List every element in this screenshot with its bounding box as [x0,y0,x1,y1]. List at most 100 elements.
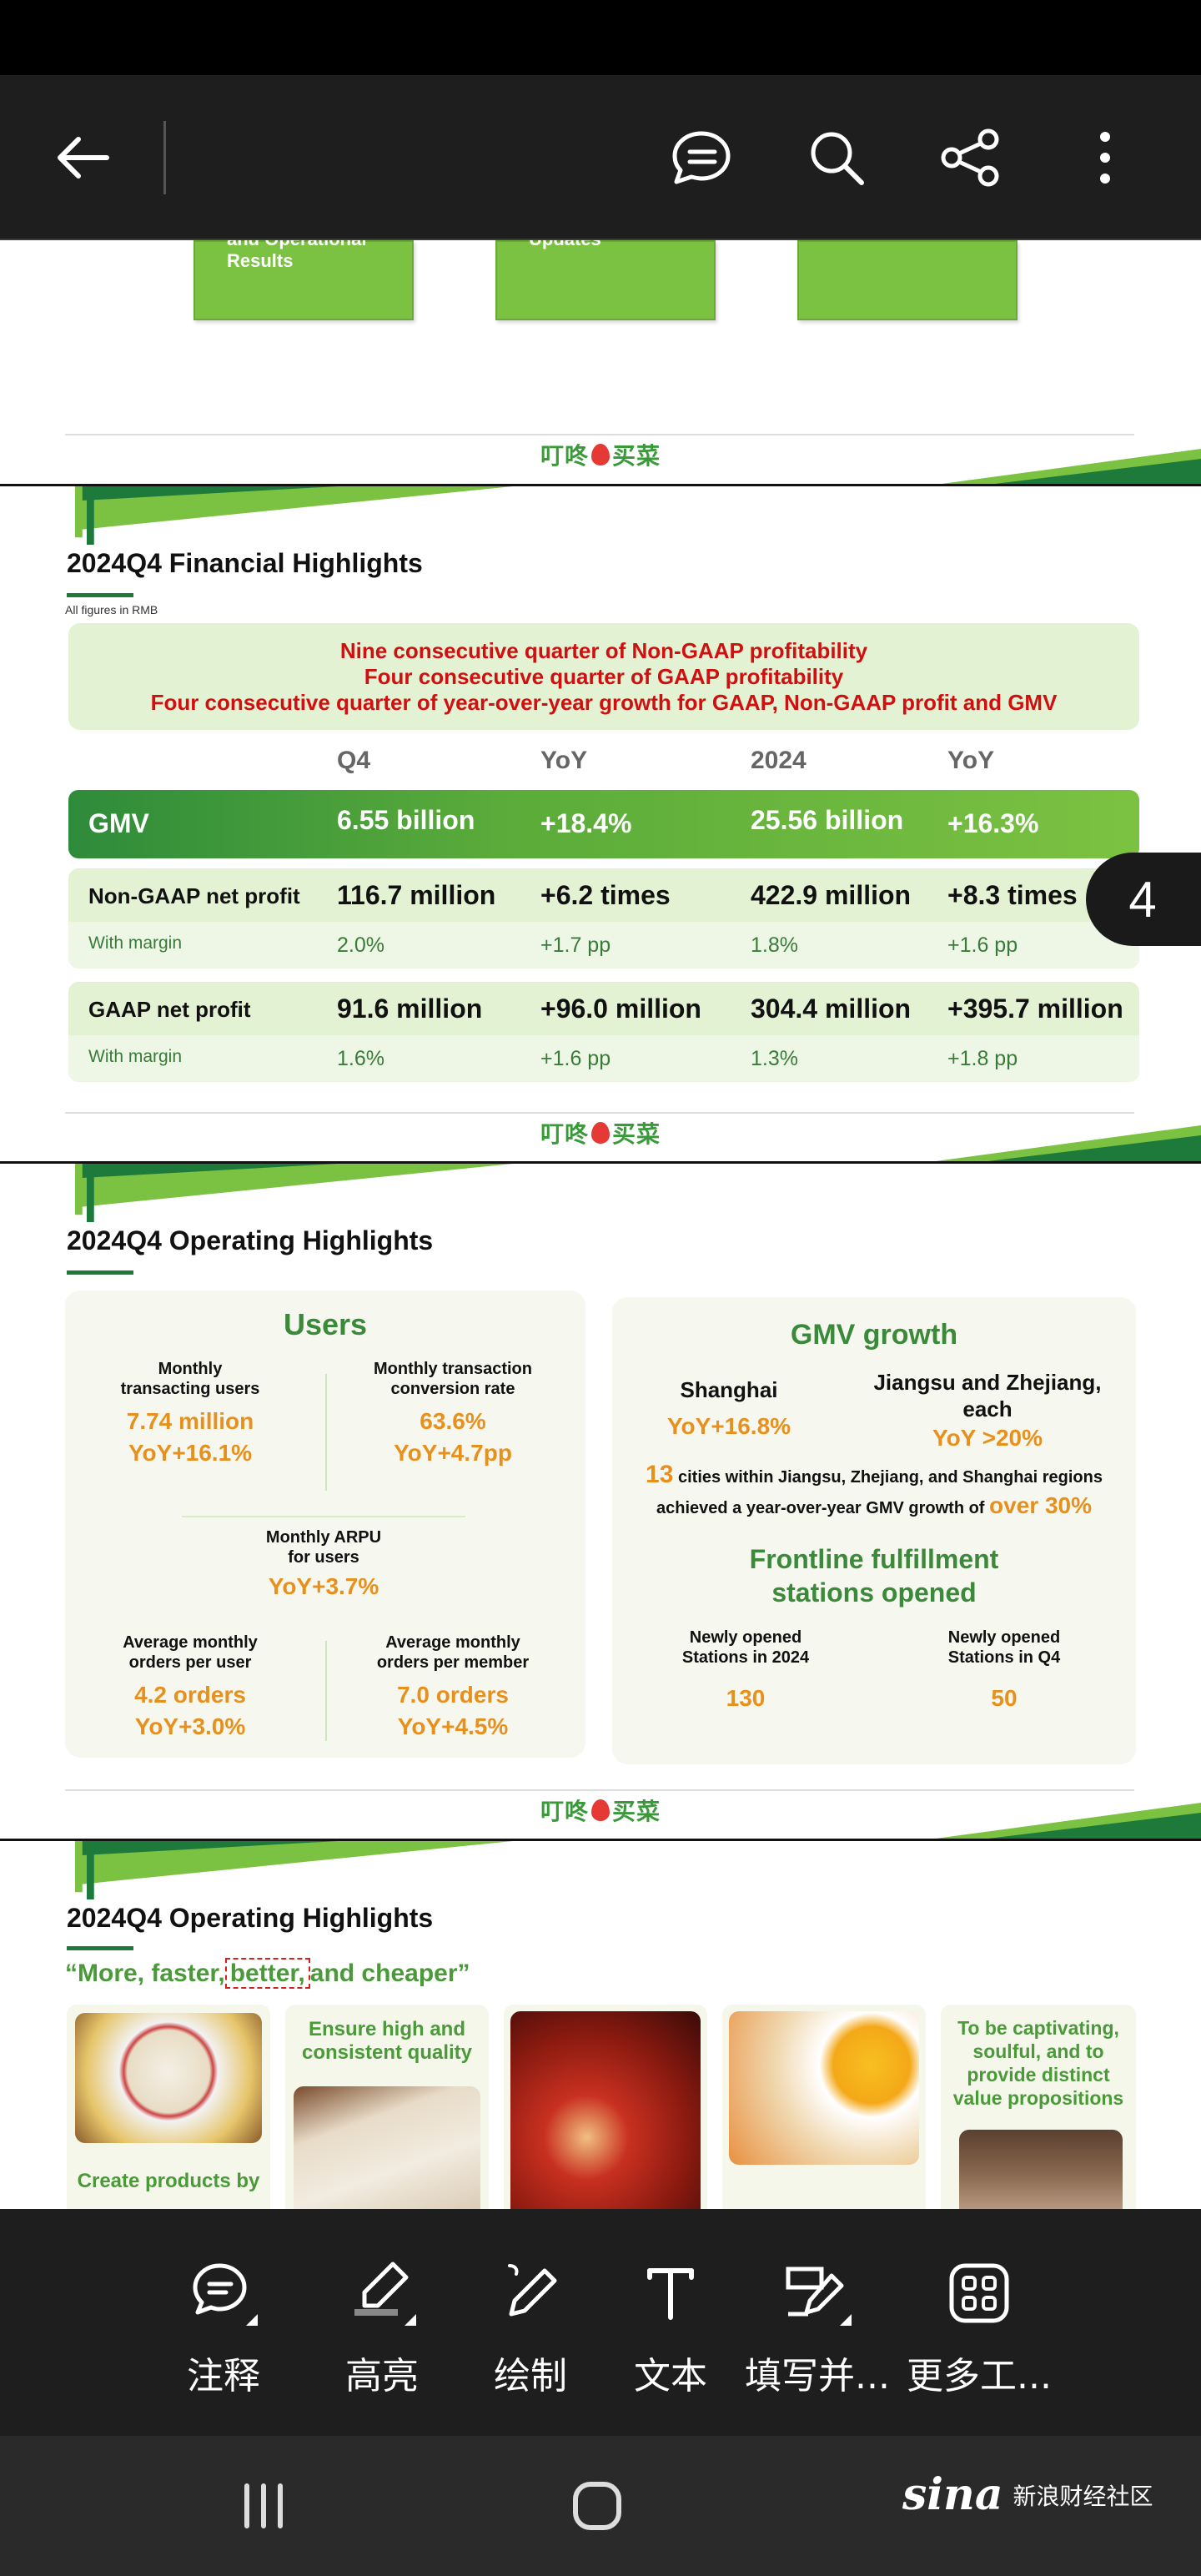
column-header-q4: Q4 [337,747,371,774]
divider [325,1641,327,1741]
slide-separator [0,484,1201,486]
slogan-quote: “More, faster, better, and cheaper” [65,1958,470,1989]
more-vertical-icon [1100,132,1110,184]
strawberry-icon [591,444,610,465]
conversion-yoy: YoY+4.7pp [394,1440,512,1466]
gmv-row: GMV 6.55 billion +18.4% 25.56 billion +1… [68,790,1139,858]
dish-photo [959,2130,1123,2209]
label-line: Average monthly [123,1633,258,1652]
annotate-icon [186,2256,261,2331]
card-text: Ensure high and consistent quality [285,2018,489,2065]
tool-fill-sign[interactable]: 填写并... [742,2209,892,2436]
card-line: consistent quality [301,2041,473,2064]
opu-values: 4.2 orders YoY+3.0% [82,1679,299,1743]
product-card-5: To be captivating, soulful, and to provide… [941,2005,1136,2209]
quote-text: “More, faster, [65,1960,225,1987]
more-options-button[interactable] [1059,112,1151,204]
banner-line: Four consecutive quarter of year-over-ye… [150,690,1058,715]
label-line: orders per user [128,1653,252,1672]
slide-operating-highlights-2: 2024Q4 Operating Highlights “More, faste… [0,1841,1201,2209]
shanghai-label: Shanghai [680,1377,778,1402]
tool-label: 高亮 [345,2355,419,2397]
label-line: Average monthly [385,1633,520,1652]
watermark-text: 新浪财经社区 [1013,2482,1153,2510]
title-underline [67,1946,133,1950]
nongaap-row: Non-GAAP net profit 116.7 million +6.2 t… [68,868,1139,969]
margin-label: With margin [88,1047,183,1066]
conversion-values: 63.6% YoY+4.7pp [332,1406,574,1469]
tool-more[interactable]: 更多工... [904,2209,1054,2436]
soup-photo [75,2013,262,2143]
tool-text[interactable]: 文本 [604,2209,737,2436]
gmv-2024-yoy: +16.3% [947,808,1039,838]
share-icon [941,128,999,187]
label-line: orders per member [376,1653,530,1672]
product-card-2: Ensure high and consistent quality [285,2005,489,2209]
divider [182,1516,465,1517]
arpu-label: Monthly ARPU for users [198,1527,449,1567]
users-panel: Users Monthly transacting users 7.74 mill… [65,1291,585,1758]
title-line: Frontline fulfillment [749,1544,999,1574]
slide-title: 2024Q4 Financial Highlights [67,548,423,578]
page-number: 4 [1128,871,1157,928]
tool-label: 文本 [634,2355,707,2397]
quote-text: and cheaper” [309,1960,470,1987]
logo-text: 买菜 [612,1121,661,1147]
margin-q4-yoy: +1.7 pp [540,933,611,957]
logo-text: 买菜 [612,443,661,469]
gaap-2024-yoy: +395.7 million [947,994,1123,1024]
home-button[interactable] [547,2464,647,2548]
opu-value: 4.2 orders [134,1682,246,1708]
search-button[interactable] [791,112,882,204]
recent-apps-icon [244,2483,283,2528]
gmv-q4: 6.55 billion [337,805,475,835]
product-card-4 [722,2005,926,2209]
comment-icon [672,131,731,184]
fill-sign-icon [780,2256,855,2331]
card-line: Ensure high and [308,2018,465,2040]
nongaap-label: Non-GAAP net profit [88,883,300,908]
recent-apps-button[interactable] [214,2464,314,2548]
share-button[interactable] [924,112,1016,204]
gaap-margin: With margin 1.6% +1.6 pp 1.3% +1.8 pp [68,1035,1139,1082]
logo-text: 买菜 [612,1799,661,1824]
nongaap-2024: 422.9 million [751,880,912,910]
label-line: for users [288,1548,359,1567]
draw-icon [493,2256,568,2331]
column-header-yoy: YoY [947,747,995,774]
slide-title: 2024Q4 Operating Highlights [67,1225,434,1255]
comment-button[interactable] [656,112,747,204]
nongaap-main: Non-GAAP net profit 116.7 million +6.2 t… [68,868,1139,922]
slide-operating-highlights: 2024Q4 Operating Highlights Users Monthl… [0,1164,1201,1841]
sina-logo: sina [902,2469,1003,2520]
opm-values: 7.0 orders YoY+4.5% [332,1679,574,1743]
stations-title: Frontline fulfillment stations opened [612,1542,1136,1609]
tool-annotate[interactable]: 注释 [157,2209,290,2436]
cities-highlight: over 30% [989,1492,1092,1518]
tool-draw[interactable]: 绘制 [464,2209,597,2436]
slide-separator [0,1839,1201,1841]
highlight-icon [344,2256,420,2331]
system-navigation-bar [0,2436,1201,2576]
label-line: Monthly [158,1360,223,1378]
strawberry-icon [591,1122,610,1144]
gmv-label: GMV [88,808,149,838]
footer-green-stripe [917,1803,1201,1841]
agenda-box-label: Updates [529,240,682,250]
margin-2024-yoy: +1.8 pp [947,1047,1018,1070]
home-icon [573,2482,621,2530]
back-button[interactable] [37,112,128,204]
bread-photo [294,2086,480,2209]
margin-q4-yoy: +1.6 pp [540,1047,611,1070]
cities-count: 13 [646,1461,674,1488]
footer-line [65,434,1134,435]
cities-text: achieved a year-over-year GMV growth of [656,1499,985,1517]
tool-highlight[interactable]: 高亮 [315,2209,449,2436]
banner-line: Four consecutive quarter of GAAP profita… [364,664,844,689]
annotation-toolbar: 注释 高亮 绘制 文本 填写并... 更多工... [0,2209,1201,2436]
margin-q4: 1.6% [337,1047,384,1070]
conversion-label: Monthly transaction conversion rate [332,1359,574,1399]
card-line: To be captivating, [957,2017,1119,2039]
footer-green-stripe [917,1125,1201,1164]
